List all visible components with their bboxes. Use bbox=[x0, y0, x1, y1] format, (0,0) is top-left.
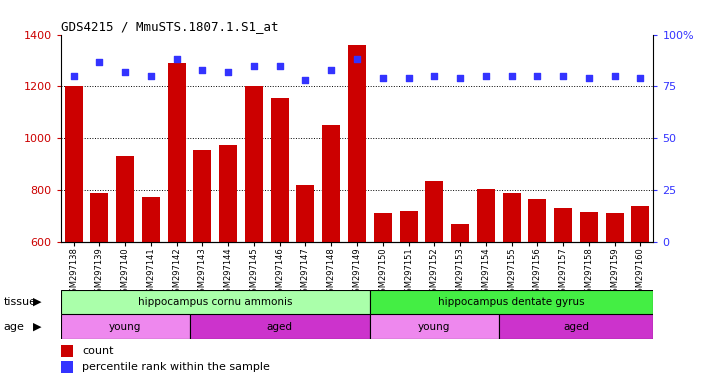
Text: age: age bbox=[4, 321, 24, 332]
Point bbox=[171, 56, 182, 63]
Point bbox=[351, 56, 363, 63]
Point bbox=[583, 75, 595, 81]
Bar bbox=[142, 197, 160, 384]
Bar bbox=[605, 214, 623, 384]
Point bbox=[119, 69, 131, 75]
Bar bbox=[296, 185, 314, 384]
Text: young: young bbox=[418, 321, 451, 332]
Text: hippocampus cornu ammonis: hippocampus cornu ammonis bbox=[138, 296, 293, 307]
Text: ▶: ▶ bbox=[33, 321, 41, 332]
Point bbox=[326, 67, 337, 73]
Point bbox=[454, 75, 466, 81]
Text: tissue: tissue bbox=[4, 296, 36, 307]
Text: percentile rank within the sample: percentile rank within the sample bbox=[82, 362, 270, 372]
Text: young: young bbox=[109, 321, 141, 332]
Bar bbox=[370, 314, 498, 339]
Bar bbox=[189, 314, 370, 339]
Point bbox=[94, 58, 105, 65]
Bar bbox=[193, 150, 211, 384]
Bar bbox=[61, 314, 189, 339]
Bar bbox=[554, 208, 572, 384]
Bar bbox=[245, 86, 263, 384]
Bar bbox=[116, 156, 134, 384]
Bar bbox=[271, 98, 288, 384]
Bar bbox=[61, 345, 73, 357]
Point bbox=[609, 73, 620, 79]
Text: count: count bbox=[82, 346, 114, 356]
Bar bbox=[348, 45, 366, 384]
Point bbox=[196, 67, 208, 73]
Point bbox=[403, 75, 414, 81]
Bar bbox=[64, 86, 83, 384]
Bar bbox=[426, 181, 443, 384]
Bar bbox=[61, 361, 73, 373]
Bar bbox=[477, 189, 495, 384]
Point bbox=[428, 73, 440, 79]
Point bbox=[145, 73, 156, 79]
Bar bbox=[580, 212, 598, 384]
Point bbox=[558, 73, 569, 79]
Bar bbox=[90, 193, 109, 384]
Bar bbox=[400, 211, 418, 384]
Bar bbox=[451, 224, 469, 384]
Bar bbox=[61, 290, 370, 314]
Point bbox=[377, 75, 388, 81]
Bar bbox=[373, 214, 392, 384]
Bar bbox=[528, 199, 546, 384]
Bar bbox=[503, 193, 521, 384]
Bar bbox=[370, 290, 653, 314]
Point bbox=[635, 75, 646, 81]
Bar bbox=[498, 314, 653, 339]
Point bbox=[223, 69, 234, 75]
Point bbox=[68, 73, 79, 79]
Point bbox=[274, 63, 286, 69]
Point bbox=[532, 73, 543, 79]
Text: GDS4215 / MmuSTS.1807.1.S1_at: GDS4215 / MmuSTS.1807.1.S1_at bbox=[61, 20, 278, 33]
Bar bbox=[219, 145, 237, 384]
Point bbox=[506, 73, 518, 79]
Text: hippocampus dentate gyrus: hippocampus dentate gyrus bbox=[438, 296, 585, 307]
Text: aged: aged bbox=[267, 321, 293, 332]
Bar bbox=[631, 206, 650, 384]
Text: ▶: ▶ bbox=[33, 296, 41, 307]
Point bbox=[248, 63, 260, 69]
Point bbox=[480, 73, 491, 79]
Bar bbox=[168, 63, 186, 384]
Bar bbox=[322, 125, 341, 384]
Text: aged: aged bbox=[563, 321, 589, 332]
Point bbox=[300, 77, 311, 83]
